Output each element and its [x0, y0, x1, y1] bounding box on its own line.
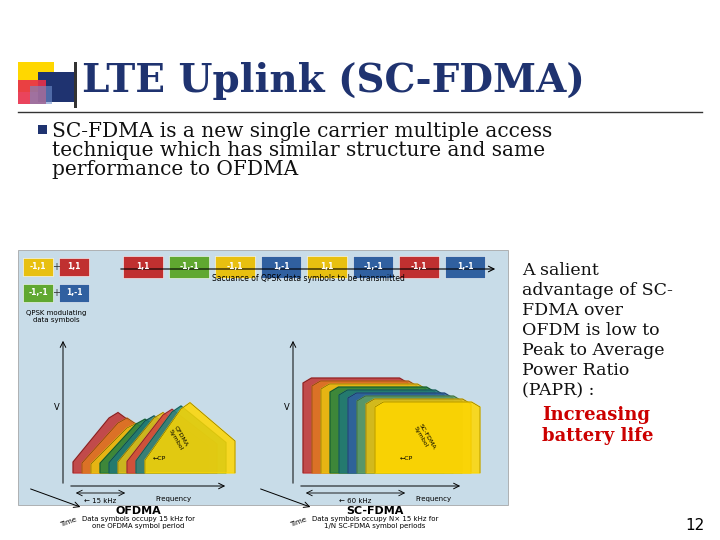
Polygon shape: [118, 413, 208, 473]
Text: FDMA over: FDMA over: [522, 302, 623, 319]
Text: +: +: [52, 262, 60, 272]
Text: SC-FDMA: SC-FDMA: [346, 506, 404, 516]
FancyBboxPatch shape: [261, 256, 301, 278]
Text: 1,1: 1,1: [67, 262, 81, 272]
FancyBboxPatch shape: [59, 284, 89, 302]
Text: OFDMA: OFDMA: [115, 506, 161, 516]
Polygon shape: [366, 399, 471, 473]
Text: SC-FDMA
Symbol: SC-FDMA Symbol: [413, 423, 436, 453]
Text: Sacuance of QPSK data symbols to be transmitted: Sacuance of QPSK data symbols to be tran…: [212, 274, 405, 283]
Polygon shape: [127, 409, 217, 473]
FancyBboxPatch shape: [399, 256, 439, 278]
Text: ← 60 kHz: ← 60 kHz: [339, 498, 372, 504]
Polygon shape: [136, 406, 226, 473]
Polygon shape: [100, 419, 190, 473]
FancyBboxPatch shape: [23, 258, 53, 276]
Text: ←CP: ←CP: [400, 456, 413, 461]
Text: SC-FDMA is a new single carrier multiple access: SC-FDMA is a new single carrier multiple…: [52, 122, 552, 141]
Text: OFDM is low to: OFDM is low to: [522, 322, 660, 339]
FancyBboxPatch shape: [445, 256, 485, 278]
Text: -1,1: -1,1: [410, 262, 427, 272]
Text: 1,1: 1,1: [136, 262, 150, 272]
Text: -1,-1: -1,-1: [28, 288, 48, 298]
FancyBboxPatch shape: [59, 258, 89, 276]
FancyBboxPatch shape: [30, 86, 52, 104]
Text: Data symbols occupy N× 15 kHz for
1/N SC-FDMA symbol periods: Data symbols occupy N× 15 kHz for 1/N SC…: [312, 516, 438, 529]
Polygon shape: [73, 413, 163, 473]
Text: Frequency: Frequency: [155, 496, 191, 502]
Text: V: V: [284, 403, 290, 413]
FancyBboxPatch shape: [18, 250, 508, 505]
Text: Frequency: Frequency: [415, 496, 451, 502]
Text: -1,-1: -1,-1: [363, 262, 383, 272]
Text: ←CP: ←CP: [153, 456, 166, 461]
Text: -1,1: -1,1: [30, 262, 46, 272]
FancyBboxPatch shape: [123, 256, 163, 278]
Text: 12: 12: [685, 518, 705, 533]
Text: 1,-1: 1,-1: [456, 262, 473, 272]
Text: Peak to Average: Peak to Average: [522, 342, 665, 359]
FancyBboxPatch shape: [307, 256, 347, 278]
FancyBboxPatch shape: [215, 256, 255, 278]
Text: Power Ratio: Power Ratio: [522, 362, 629, 379]
Polygon shape: [145, 403, 235, 473]
Polygon shape: [312, 381, 417, 473]
FancyBboxPatch shape: [18, 62, 54, 92]
Text: performance to OFDMA: performance to OFDMA: [52, 160, 298, 179]
Polygon shape: [303, 378, 408, 473]
FancyBboxPatch shape: [74, 62, 77, 108]
Text: 1,1: 1,1: [320, 262, 333, 272]
Text: LTE Uplink (SC-FDMA): LTE Uplink (SC-FDMA): [82, 62, 585, 100]
Text: -1,1: -1,1: [227, 262, 243, 272]
Text: +: +: [52, 288, 60, 298]
Polygon shape: [339, 390, 444, 473]
FancyBboxPatch shape: [353, 256, 393, 278]
Text: OFDMA
Symbol: OFDMA Symbol: [168, 425, 189, 451]
Text: advantage of SC-: advantage of SC-: [522, 282, 673, 299]
Text: A salient: A salient: [522, 262, 599, 279]
FancyBboxPatch shape: [23, 284, 53, 302]
Polygon shape: [82, 418, 172, 473]
Text: Time: Time: [59, 516, 77, 528]
Text: 1,-1: 1,-1: [66, 288, 82, 298]
Text: Increasing: Increasing: [542, 406, 650, 424]
Text: -1,-1: -1,-1: [179, 262, 199, 272]
Polygon shape: [91, 423, 181, 473]
FancyBboxPatch shape: [38, 72, 74, 102]
Text: technique which has similar structure and same: technique which has similar structure an…: [52, 141, 545, 160]
FancyBboxPatch shape: [18, 80, 46, 104]
Text: (PAPR) :: (PAPR) :: [522, 382, 595, 399]
FancyBboxPatch shape: [169, 256, 209, 278]
Polygon shape: [357, 396, 462, 473]
Text: 1,-1: 1,-1: [273, 262, 289, 272]
Polygon shape: [375, 402, 480, 473]
Text: V: V: [54, 403, 60, 413]
FancyBboxPatch shape: [38, 125, 47, 134]
Polygon shape: [109, 416, 199, 473]
Polygon shape: [330, 387, 435, 473]
Text: Time: Time: [289, 516, 307, 528]
Text: battery life: battery life: [542, 427, 654, 445]
Polygon shape: [348, 393, 453, 473]
Polygon shape: [321, 384, 426, 473]
Text: ← 15 kHz: ← 15 kHz: [84, 498, 116, 504]
Text: Data symbols occupy 15 kHz for
one OFDMA symbol period: Data symbols occupy 15 kHz for one OFDMA…: [81, 516, 194, 529]
Text: QPSK modulating
data symbols: QPSK modulating data symbols: [26, 310, 86, 323]
